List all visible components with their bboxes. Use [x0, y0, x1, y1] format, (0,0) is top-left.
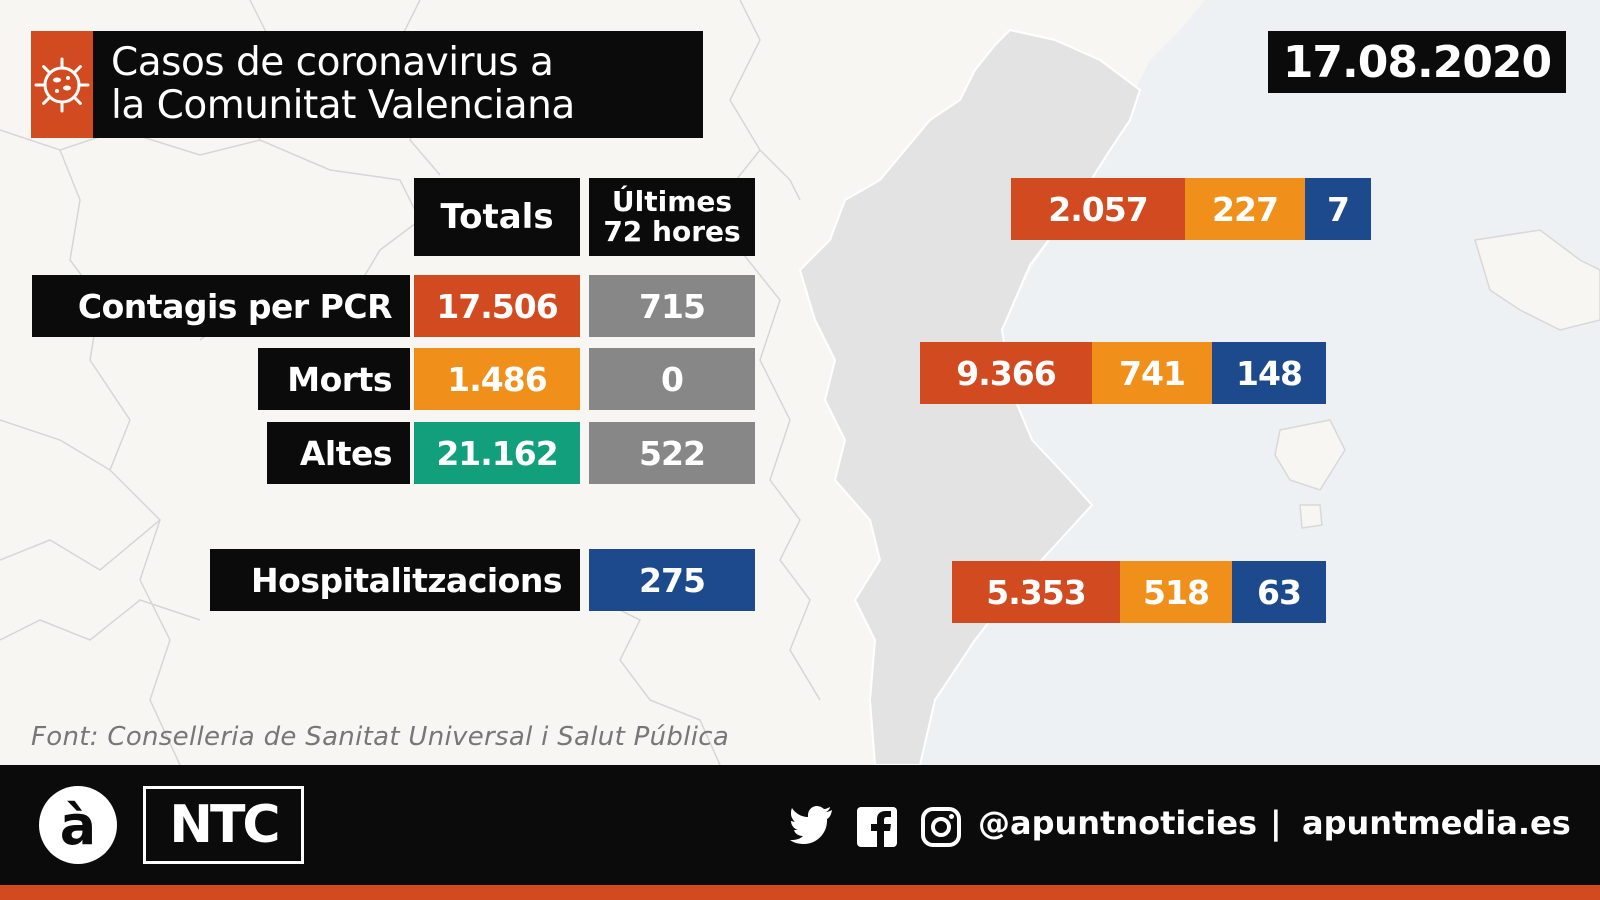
province-2-morts: 741: [1092, 342, 1212, 404]
contagis-last72-value: 715: [589, 275, 755, 337]
hospitalitzacions-value: 275: [589, 549, 755, 611]
footer-stripe: [0, 885, 1600, 900]
altes-last72-value: 522: [589, 422, 755, 484]
column-header-last-line1: Últimes: [611, 185, 733, 218]
ntc-logo: NTC: [143, 786, 304, 864]
column-header-last-72h: Últimes 72 hores: [589, 178, 755, 256]
row-label-altes: Altes: [267, 422, 410, 484]
morts-total-value: 1.486: [414, 348, 580, 410]
column-header-totals: Totals: [414, 178, 580, 256]
contagis-total-value: 17.506: [414, 275, 580, 337]
altes-total-value: 21.162: [414, 422, 580, 484]
facebook-icon[interactable]: [857, 807, 897, 851]
title-line-1: Casos de coronavirus a: [111, 40, 554, 85]
province-2-hospital: 148: [1212, 342, 1326, 404]
row-label-hospitalitzacions: Hospitalitzacions: [210, 549, 580, 611]
website-link[interactable]: apuntmedia.es: [1302, 804, 1571, 842]
title-line-2: la Comunitat Valenciana: [111, 83, 575, 128]
province-2-contagis: 9.366: [920, 342, 1092, 404]
date-badge: 17.08.2020: [1268, 31, 1566, 93]
virus-icon: [31, 31, 93, 138]
province-3-hospital: 63: [1232, 561, 1326, 623]
apunt-logo: à: [39, 786, 117, 864]
row-label-contagis: Contagis per PCR: [32, 275, 410, 337]
instagram-icon[interactable]: [921, 807, 961, 851]
page-title: Casos de coronavirus a la Comunitat Vale…: [93, 31, 703, 138]
province-1-morts: 227: [1185, 178, 1305, 240]
province-1-hospital: 7: [1305, 178, 1371, 240]
twitter-icon[interactable]: [790, 805, 834, 849]
footer-separator: |: [1270, 804, 1282, 842]
row-label-morts: Morts: [258, 348, 410, 410]
province-1-contagis: 2.057: [1011, 178, 1185, 240]
twitter-handle-link[interactable]: @apuntnoticies: [978, 804, 1258, 842]
column-header-last-line2: 72 hores: [603, 215, 741, 248]
source-note: Font: Conselleria de Sanitat Universal i…: [31, 722, 730, 752]
province-3-morts: 518: [1120, 561, 1232, 623]
morts-last72-value: 0: [589, 348, 755, 410]
province-3-contagis: 5.353: [952, 561, 1120, 623]
balearic-islands: [1274, 229, 1600, 529]
